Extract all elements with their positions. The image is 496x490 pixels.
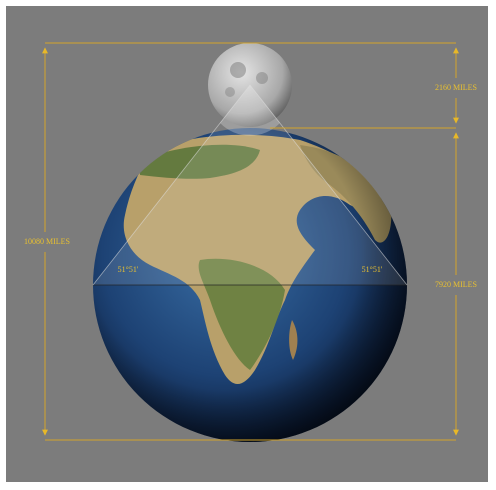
- earth: [93, 128, 407, 442]
- angle-right-label: 51°51': [362, 265, 383, 274]
- moon-diameter-label: 2160 MILES: [435, 83, 477, 92]
- total-height-label: 10080 MILES: [24, 237, 70, 246]
- angle-left-label: 51°51': [118, 265, 139, 274]
- triangle: [92, 84, 408, 286]
- dimension-lines: [42, 42, 459, 441]
- earth-diameter-label: 7920 MILES: [435, 280, 477, 289]
